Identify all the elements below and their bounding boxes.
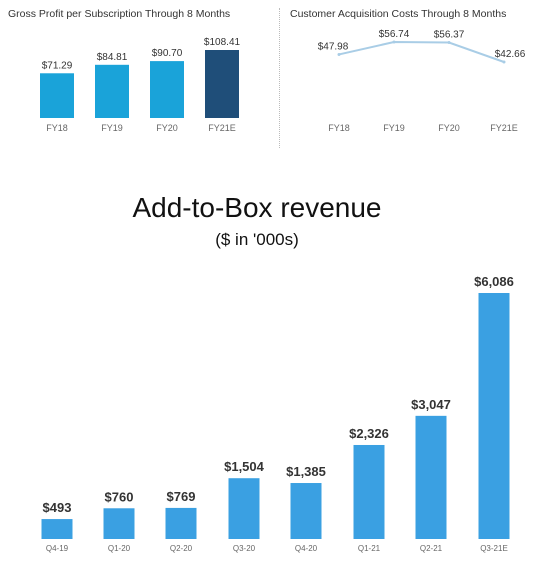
gp-category-label: FY19	[101, 123, 123, 133]
cac-category-label: FY20	[438, 123, 460, 133]
atb-category-label: Q4-19	[46, 544, 69, 553]
atb-data-label: $769	[167, 489, 196, 504]
atb-bar	[415, 415, 447, 539]
atb-category-label: Q1-21	[358, 544, 381, 553]
gp-category-label: FY21E	[208, 123, 236, 133]
cac-point	[447, 41, 451, 45]
panel-divider	[279, 8, 280, 148]
add-to-box-chart-title: Add-to-Box revenue	[132, 192, 382, 223]
atb-data-label: $1,385	[286, 464, 326, 479]
add-to-box-chart-panel: Add-to-Box revenue ($ in '000s) $493 Q4-1…	[0, 180, 550, 573]
gp-data-label: $108.41	[204, 37, 241, 48]
atb-data-label: $1,504	[224, 459, 265, 474]
atb-bar	[165, 507, 197, 539]
gp-data-label: $90.70	[152, 48, 183, 59]
cac-chart: $47.98 FY18 $56.74 FY19 $56.37 FY20 $42.66 FY21…	[318, 29, 526, 133]
atb-data-label: $2,326	[349, 426, 389, 441]
gross-profit-chart-panel: Gross Profit per Subscription Through 8 …	[0, 0, 275, 150]
cac-data-label: $56.74	[379, 29, 410, 40]
atb-category-label: Q3-20	[233, 544, 256, 553]
atb-bar	[290, 483, 322, 539]
cac-data-label: $56.37	[434, 30, 465, 41]
cac-category-label: FY19	[383, 123, 405, 133]
gp-bar	[95, 64, 129, 118]
cac-point	[502, 60, 506, 64]
cac-category-label: FY21E	[490, 123, 518, 133]
atb-bar	[353, 444, 385, 539]
gp-bar	[40, 73, 74, 118]
atb-bar	[103, 508, 135, 539]
atb-data-label: $493	[43, 500, 72, 515]
atb-data-label: $6,086	[474, 274, 514, 289]
cac-data-label: $42.66	[495, 49, 526, 60]
cac-chart-panel: Customer Acquisition Costs Through 8 Mon…	[280, 0, 550, 150]
gross-profit-chart: $71.29 FY18 $84.81 FY19 $90.70 FY20 $108.41 FY2…	[40, 37, 241, 133]
cac-point	[392, 40, 396, 44]
atb-data-label: $760	[105, 489, 134, 504]
cac-category-label: FY18	[328, 123, 350, 133]
atb-category-label: Q2-21	[420, 544, 443, 553]
gp-bar	[205, 50, 239, 118]
atb-category-label: Q4-20	[295, 544, 318, 553]
atb-bar	[478, 293, 510, 539]
cac-data-label: $47.98	[318, 41, 349, 52]
cac-series-line	[338, 40, 505, 63]
atb-category-label: Q2-20	[170, 544, 193, 553]
add-to-box-chart: $493 Q4-19 $760 Q1-20 $769 Q2-20 $1,504 Q3-20 $1…	[41, 274, 514, 553]
atb-data-label: $3,047	[411, 397, 451, 412]
atb-bar	[228, 478, 260, 539]
gp-bar	[150, 61, 184, 118]
gp-data-label: $71.29	[42, 60, 73, 71]
atb-category-label: Q3-21E	[480, 544, 508, 553]
gp-category-label: FY20	[156, 123, 178, 133]
atb-bar	[41, 519, 73, 539]
add-to-box-chart-subtitle: ($ in '000s)	[215, 230, 299, 249]
cac-chart-title: Customer Acquisition Costs Through 8 Mon…	[290, 8, 507, 20]
gross-profit-chart-title: Gross Profit per Subscription Through 8 …	[8, 8, 231, 20]
cac-point	[337, 52, 341, 56]
gp-category-label: FY18	[46, 123, 68, 133]
gp-data-label: $84.81	[97, 52, 128, 63]
atb-category-label: Q1-20	[108, 544, 131, 553]
